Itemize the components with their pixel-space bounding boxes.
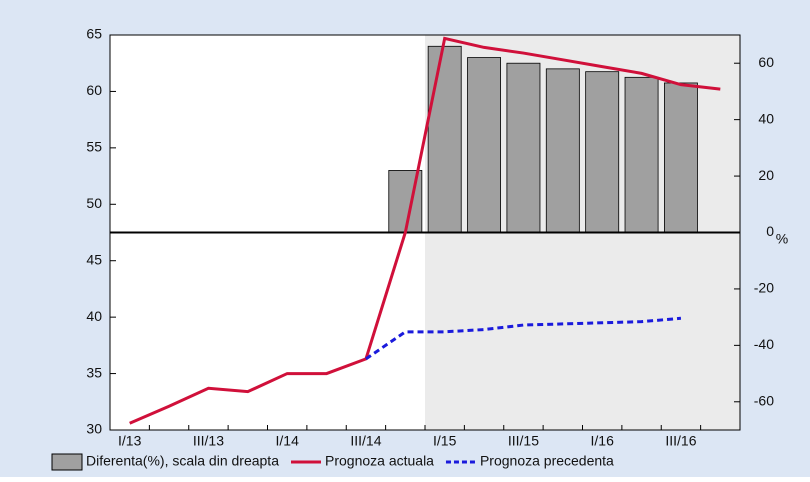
y2-tick-label: 40 [758,110,774,126]
x-tick-label: I/13 [118,433,142,449]
x-tick-label: I/16 [591,433,615,449]
y2-tick-label: -20 [754,280,774,296]
x-tick-label: III/14 [350,433,381,449]
y-tick-label: 40 [86,308,102,324]
bar [427,45,462,233]
x-tick-label: III/15 [508,433,539,449]
legend-label: Diferenta(%), scala din dreapta [86,453,279,469]
y2-axis-label: % [776,231,788,247]
bar [506,62,541,233]
y2-tick-label: 20 [758,167,774,183]
y2-tick-label: 0 [766,223,774,239]
dashed-line [365,316,682,361]
y-tick-label: 45 [86,251,102,267]
x-tick-label: III/16 [665,433,696,449]
legend-swatch [51,453,83,471]
y-tick-label: 60 [86,82,102,98]
x-tick-label: I/14 [276,433,300,449]
y-tick-label: 55 [86,139,102,155]
y-tick-label: 35 [86,364,102,380]
bar [467,57,501,233]
y2-tick-label: 60 [758,54,774,70]
bar [624,76,659,233]
y2-tick-label: -40 [754,336,774,352]
bar [545,68,580,233]
line [129,36,721,425]
legend-label: Prognoza actuala [325,453,434,469]
y-tick-label: 65 [86,26,102,42]
x-tick-label: I/15 [433,433,457,449]
y-tick-label: 50 [86,195,102,211]
bar [585,71,620,233]
y-tick-label: 30 [86,421,102,437]
legend-label: Prognoza precedenta [480,453,614,469]
y2-tick-label: -60 [754,392,774,408]
x-tick-label: III/13 [193,433,224,449]
bar [664,82,698,233]
